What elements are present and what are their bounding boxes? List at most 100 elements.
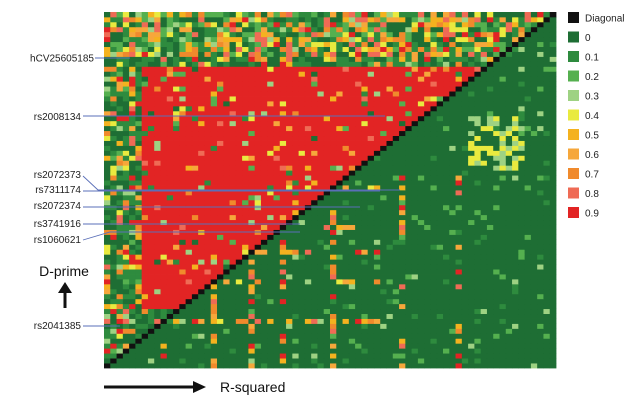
heatmap-cell <box>235 219 243 226</box>
heatmap-cell <box>505 363 513 369</box>
heatmap-cell <box>424 190 431 196</box>
heatmap-cell <box>267 110 274 117</box>
heatmap-cell <box>417 101 425 107</box>
heatmap-cell <box>135 313 143 319</box>
heatmap-cell <box>173 120 180 127</box>
heatmap-cell <box>116 328 124 334</box>
heatmap-cell <box>537 363 544 369</box>
heatmap-cell <box>154 293 161 300</box>
heatmap-cell <box>273 249 281 255</box>
heatmap-cell <box>399 293 406 300</box>
heatmap-cell <box>229 71 237 77</box>
heatmap-cell <box>141 204 149 211</box>
heatmap-cell <box>135 170 143 176</box>
heatmap-cell <box>399 308 406 315</box>
heatmap-cell <box>185 190 193 196</box>
heatmap-cell <box>373 66 381 72</box>
heatmap-cell <box>355 190 362 196</box>
heatmap-cell <box>480 348 488 354</box>
heatmap-cell <box>355 298 362 305</box>
heatmap-cell <box>129 293 136 300</box>
heatmap-cell <box>185 101 193 107</box>
heatmap-cell <box>499 130 507 137</box>
heatmap-cell <box>147 135 155 141</box>
heatmap-cell <box>468 229 475 235</box>
heatmap-cell <box>461 239 469 245</box>
heatmap-cell <box>392 180 400 186</box>
heatmap-cell <box>486 140 494 146</box>
heatmap-cell <box>185 259 193 265</box>
heatmap-cell <box>537 313 544 319</box>
heatmap-cell <box>399 269 406 275</box>
heatmap-cell <box>348 303 356 310</box>
heatmap-cell <box>474 224 482 230</box>
heatmap-cell <box>273 51 281 57</box>
heatmap-cell <box>317 229 325 235</box>
heatmap-cell <box>474 234 482 240</box>
heatmap-cell <box>160 308 168 315</box>
heatmap-cell <box>486 209 494 216</box>
heatmap-cell <box>361 41 369 48</box>
heatmap-cell <box>524 234 532 240</box>
heatmap-cell <box>468 135 475 141</box>
heatmap-cell <box>135 61 143 67</box>
heatmap-cell <box>493 308 500 315</box>
heatmap-cell <box>292 348 300 354</box>
heatmap-cell <box>468 51 475 57</box>
heatmap-cell <box>229 214 237 221</box>
heatmap-cell <box>424 185 431 191</box>
heatmap-cell <box>399 115 406 122</box>
heatmap-cell <box>323 313 331 319</box>
heatmap-cell <box>342 249 350 255</box>
heatmap-cell <box>505 26 513 33</box>
heatmap-cell <box>135 279 143 285</box>
heatmap-cell <box>235 194 243 201</box>
heatmap-cell <box>474 180 482 186</box>
heatmap-cell <box>461 76 469 82</box>
heatmap-cell <box>185 303 193 310</box>
diagonal-cell <box>185 298 193 305</box>
heatmap-cell <box>235 165 243 171</box>
heatmap-cell <box>160 96 168 102</box>
heatmap-cell <box>474 175 482 181</box>
heatmap-cell <box>104 303 111 310</box>
heatmap-cell <box>191 36 199 43</box>
heatmap-cell <box>166 288 174 295</box>
heatmap-cell <box>411 204 419 211</box>
heatmap-cell <box>530 190 538 196</box>
heatmap-cell <box>122 155 130 161</box>
heatmap-cell <box>424 214 431 221</box>
heatmap-cell <box>166 249 174 255</box>
heatmap-cell <box>480 259 488 265</box>
heatmap-cell <box>336 66 343 72</box>
heatmap-cell <box>512 26 519 33</box>
heatmap-cell <box>468 288 475 295</box>
heatmap-cell <box>543 229 551 235</box>
heatmap-cell <box>235 323 243 329</box>
heatmap-cell <box>430 224 438 230</box>
heatmap-cell <box>173 363 180 369</box>
heatmap-cell <box>122 105 130 112</box>
heatmap-cell <box>405 180 413 186</box>
heatmap-cell <box>480 41 488 48</box>
heatmap-cell <box>116 308 124 315</box>
heatmap-cell <box>474 308 482 315</box>
heatmap-cell <box>373 155 381 161</box>
heatmap-cell <box>154 115 161 122</box>
heatmap-cell <box>512 288 519 295</box>
heatmap-cell <box>512 274 519 280</box>
heatmap-cell <box>304 318 312 324</box>
heatmap-cell <box>229 36 237 43</box>
heatmap-cell <box>493 338 500 344</box>
heatmap-cell <box>468 269 475 275</box>
heatmap-cell <box>480 269 488 275</box>
heatmap-cell <box>191 160 199 166</box>
heatmap-cell <box>417 56 425 62</box>
heatmap-cell <box>135 56 143 62</box>
heatmap-cell <box>286 110 293 117</box>
heatmap-cell <box>361 269 369 275</box>
heatmap-cell <box>455 269 463 275</box>
heatmap-cell <box>135 120 143 127</box>
heatmap-cell <box>292 81 300 87</box>
heatmap-cell <box>254 313 262 319</box>
